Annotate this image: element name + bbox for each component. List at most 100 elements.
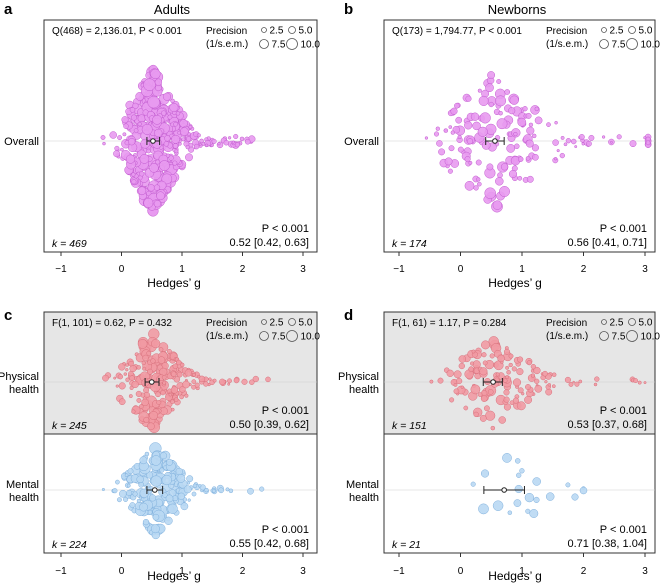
x-tick-label: 1: [179, 264, 185, 275]
effect-size-point: [578, 134, 585, 140]
p-value: P < 0.001: [262, 405, 309, 417]
precision-legend-value: 5.0: [639, 26, 653, 37]
effect-size-point: [481, 340, 490, 350]
effect-size-point: [512, 378, 522, 387]
effect-size-point: [147, 509, 153, 515]
effect-size-point: [150, 358, 156, 364]
effect-size-point: [457, 134, 462, 140]
effect-size-point: [497, 354, 505, 363]
effect-size-point: [497, 172, 503, 179]
effect-size-point: [142, 366, 147, 371]
row-label: Overall: [4, 136, 39, 148]
x-tick-label: 0: [119, 264, 125, 275]
effect-size-point: [129, 107, 136, 113]
panel-frame: [383, 19, 656, 253]
effect-size-point: [176, 474, 186, 483]
effect-size-point: [464, 121, 473, 130]
effect-size-point: [633, 378, 639, 384]
precision-legend-title: Precision: [546, 26, 587, 37]
heterogeneity-stat: F(1, 101) = 0.62, P = 0.432: [52, 318, 172, 329]
effect-size-point: [507, 510, 513, 515]
effect-size-point: [212, 378, 217, 383]
effect-size-point: [178, 141, 182, 146]
effect-size-point: [225, 487, 230, 492]
effect-size-point: [514, 484, 523, 494]
effect-size-point: [454, 102, 460, 109]
row-label-line1: Mental: [6, 479, 39, 491]
effect-size-point: [123, 123, 129, 129]
x-tick-label: 1: [179, 566, 185, 577]
effect-size-point: [572, 380, 575, 384]
x-tick-label: 1: [519, 264, 525, 275]
effect-size-point: [531, 133, 537, 139]
effect-size-point: [170, 407, 175, 412]
effect-size-point: [227, 378, 232, 384]
effect-size-point: [153, 200, 162, 208]
effect-size-point: [517, 175, 523, 181]
effect-size-point: [198, 375, 206, 383]
effect-size-point: [468, 160, 473, 165]
effect-size-point: [208, 377, 212, 381]
effect-size-point: [136, 475, 144, 484]
effect-size-point: [470, 361, 475, 366]
effect-size-point: [436, 140, 443, 147]
precision-legend-value: 7.5: [612, 40, 626, 51]
effect-size-point: [486, 163, 494, 171]
effect-size-point: [521, 392, 525, 396]
row-label: Overall: [344, 136, 379, 148]
effect-size-point: [180, 127, 189, 136]
effect-size-point: [199, 138, 204, 144]
x-tick-label: −1: [55, 566, 67, 577]
effect-size-point: [158, 347, 164, 352]
effect-size-point: [509, 95, 519, 105]
row-label-line1: Physical: [0, 371, 39, 383]
effect-size-point: [180, 502, 189, 511]
effect-size-point: [128, 394, 133, 399]
effect-size-point: [265, 376, 271, 383]
effect-size-point: [149, 163, 159, 173]
effect-size-point: [463, 405, 469, 411]
x-tick-label: 0: [458, 566, 464, 577]
precision-legend-value: 7.5: [612, 332, 626, 343]
effect-size-point: [563, 142, 568, 147]
effect-size-point: [163, 141, 170, 147]
effect-size-point: [113, 150, 121, 158]
sample-count: k = 174: [392, 238, 427, 250]
effect-size-point: [174, 397, 179, 402]
effect-size-point: [102, 141, 106, 146]
effect-size-point: [483, 405, 490, 412]
x-tick-label: 3: [642, 566, 648, 577]
effect-size-point: [152, 114, 162, 125]
effect-size-point: [234, 142, 240, 148]
effect-size-point: [496, 118, 508, 130]
effect-size-point: [517, 156, 524, 162]
effect-size-point: [185, 136, 192, 142]
effect-size-point: [542, 370, 548, 377]
effect-size-point: [131, 179, 137, 185]
effect-size-point: [153, 184, 161, 191]
effect-size-point: [211, 138, 217, 144]
effect-size-point: [149, 411, 159, 420]
effect-size-point: [175, 111, 181, 116]
effect-size-point: [526, 360, 532, 366]
effect-size-point: [144, 451, 150, 457]
precision-legend-marker: [288, 318, 296, 326]
effect-size-point: [503, 396, 510, 403]
effect-size-point: [150, 524, 160, 534]
pooled-estimate-point: [151, 487, 158, 493]
effect-size-point: [601, 135, 606, 139]
effect-size-point: [581, 142, 585, 146]
precision-legend-value: 7.5: [272, 40, 286, 51]
effect-size-point: [172, 363, 179, 370]
effect-size-point: [196, 133, 201, 138]
effect-size-point: [125, 377, 130, 382]
effect-size-point: [227, 136, 232, 140]
effect-size-point: [219, 378, 226, 386]
effect-size-point: [505, 365, 510, 370]
effect-size-point: [616, 134, 622, 140]
effect-size-point: [526, 126, 535, 135]
effect-size-point: [480, 395, 488, 402]
effect-size-point: [159, 160, 170, 171]
effect-size-point: [571, 493, 579, 501]
